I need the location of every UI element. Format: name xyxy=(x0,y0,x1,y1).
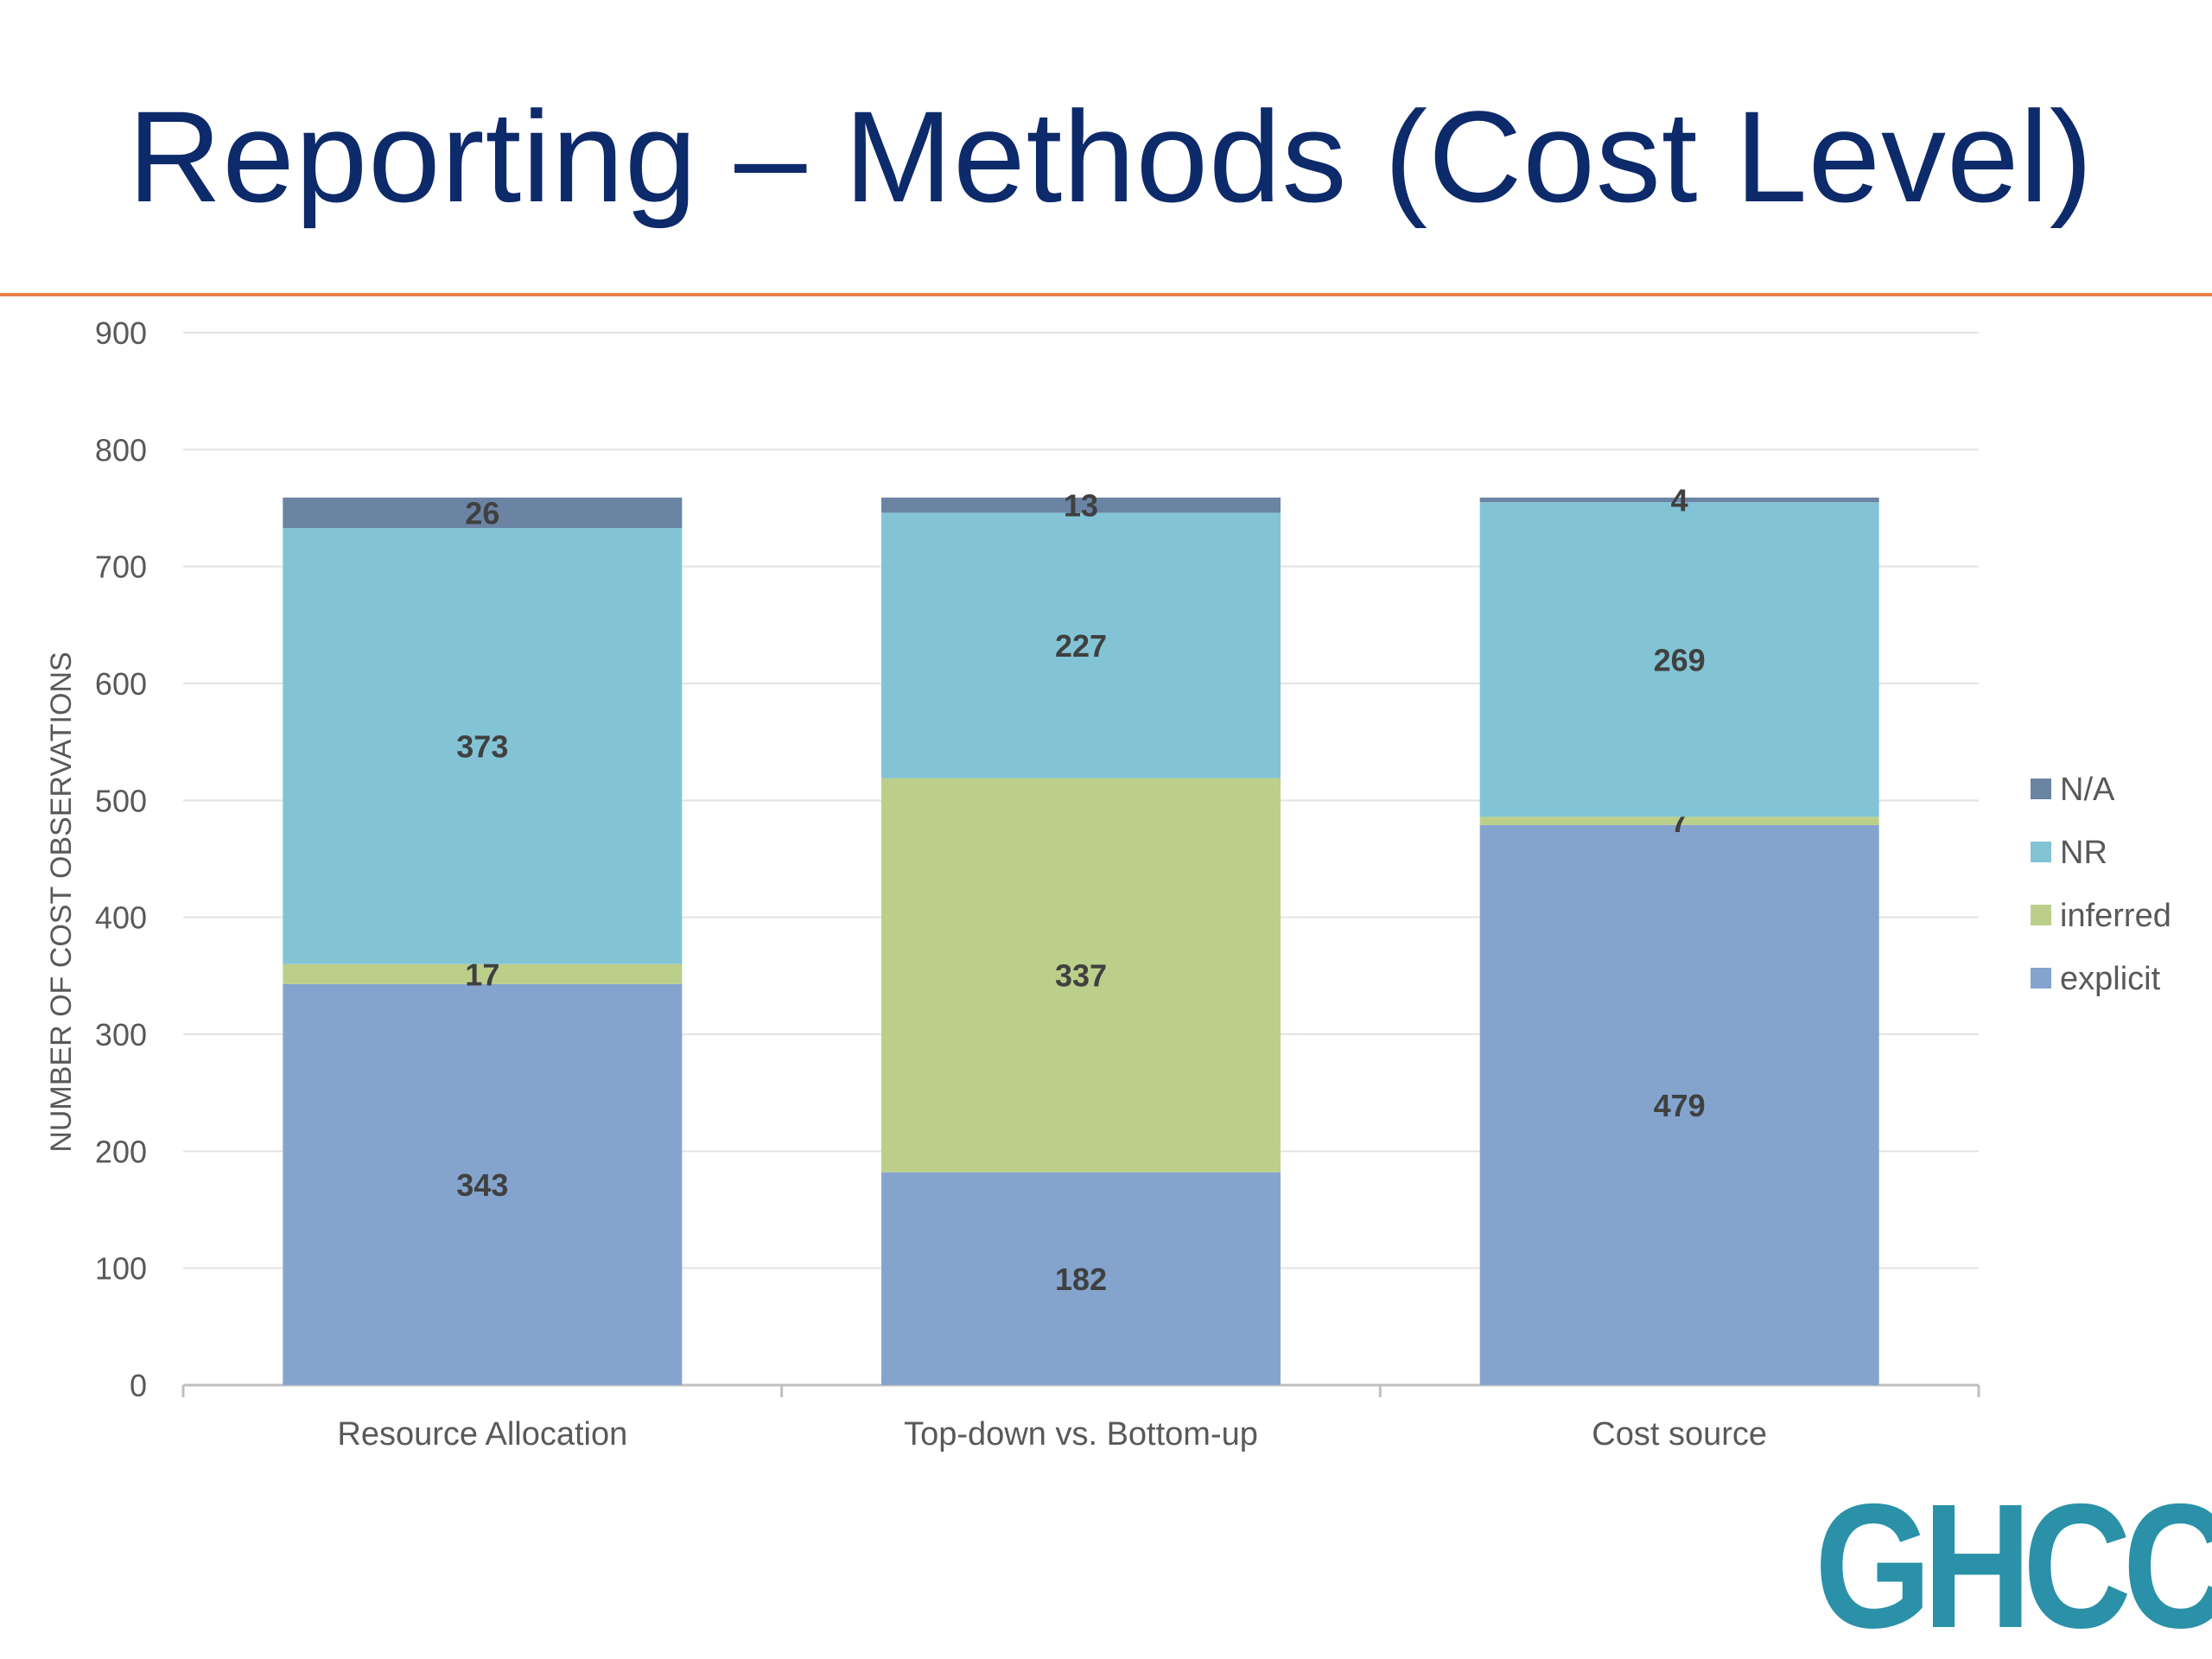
slide-title: Reporting – Methods (Cost Level) xyxy=(128,84,2094,229)
legend-label: NR xyxy=(2060,835,2107,871)
x-category-label: Resource Allocation xyxy=(337,1416,627,1452)
bar-n-a xyxy=(881,497,1281,513)
y-tick-label: 900 xyxy=(95,315,147,351)
data-label: 343 xyxy=(456,1167,508,1203)
bar-inferred xyxy=(283,963,683,984)
bar-explicit xyxy=(1479,824,1879,1385)
x-category-label: Cost source xyxy=(1592,1416,1767,1452)
bar-nr xyxy=(1479,502,1879,817)
ghcc-logo: GHCC xyxy=(1815,1467,2212,1659)
bar-explicit xyxy=(283,983,683,1385)
legend-label: explicit xyxy=(2060,961,2161,997)
y-tick-label: 300 xyxy=(95,1017,147,1052)
legend-swatch xyxy=(2031,779,2051,799)
bar-n-a xyxy=(1479,497,1879,503)
y-tick-label: 0 xyxy=(130,1368,147,1403)
legend-label: inferred xyxy=(2060,898,2171,934)
y-tick-label: 800 xyxy=(95,432,147,467)
bar-inferred xyxy=(1479,817,1879,825)
bar-explicit xyxy=(881,1172,1281,1385)
bar-nr xyxy=(881,512,1281,779)
data-label: 337 xyxy=(1055,958,1107,994)
x-category-label: Top-down vs. Bottom-up xyxy=(904,1416,1258,1452)
data-label: 373 xyxy=(456,728,508,764)
y-tick-label: 400 xyxy=(95,900,147,936)
legend-label: N/A xyxy=(2060,772,2115,808)
legend-swatch xyxy=(2031,905,2051,925)
data-label: 4 xyxy=(1671,483,1688,518)
title-divider xyxy=(0,293,2212,296)
y-tick-label: 500 xyxy=(95,783,147,818)
y-tick-label: 100 xyxy=(95,1251,147,1287)
bar-n-a xyxy=(283,497,683,529)
bar-nr xyxy=(283,528,683,964)
y-axis-title: NUMBER OF COST OBSERVATIONS xyxy=(45,652,78,1152)
bar-inferred xyxy=(881,778,1281,1173)
y-tick-label: 200 xyxy=(95,1134,147,1169)
data-label: 13 xyxy=(1064,488,1098,524)
y-tick-label: 700 xyxy=(95,550,147,585)
legend-swatch xyxy=(2031,842,2051,862)
data-label: 227 xyxy=(1055,628,1107,664)
data-label: 479 xyxy=(1654,1088,1706,1123)
data-label: 269 xyxy=(1654,642,1706,677)
data-label: 182 xyxy=(1055,1262,1107,1297)
y-tick-label: 600 xyxy=(95,666,147,702)
legend-swatch xyxy=(2031,968,2051,988)
data-label: 26 xyxy=(465,495,499,531)
